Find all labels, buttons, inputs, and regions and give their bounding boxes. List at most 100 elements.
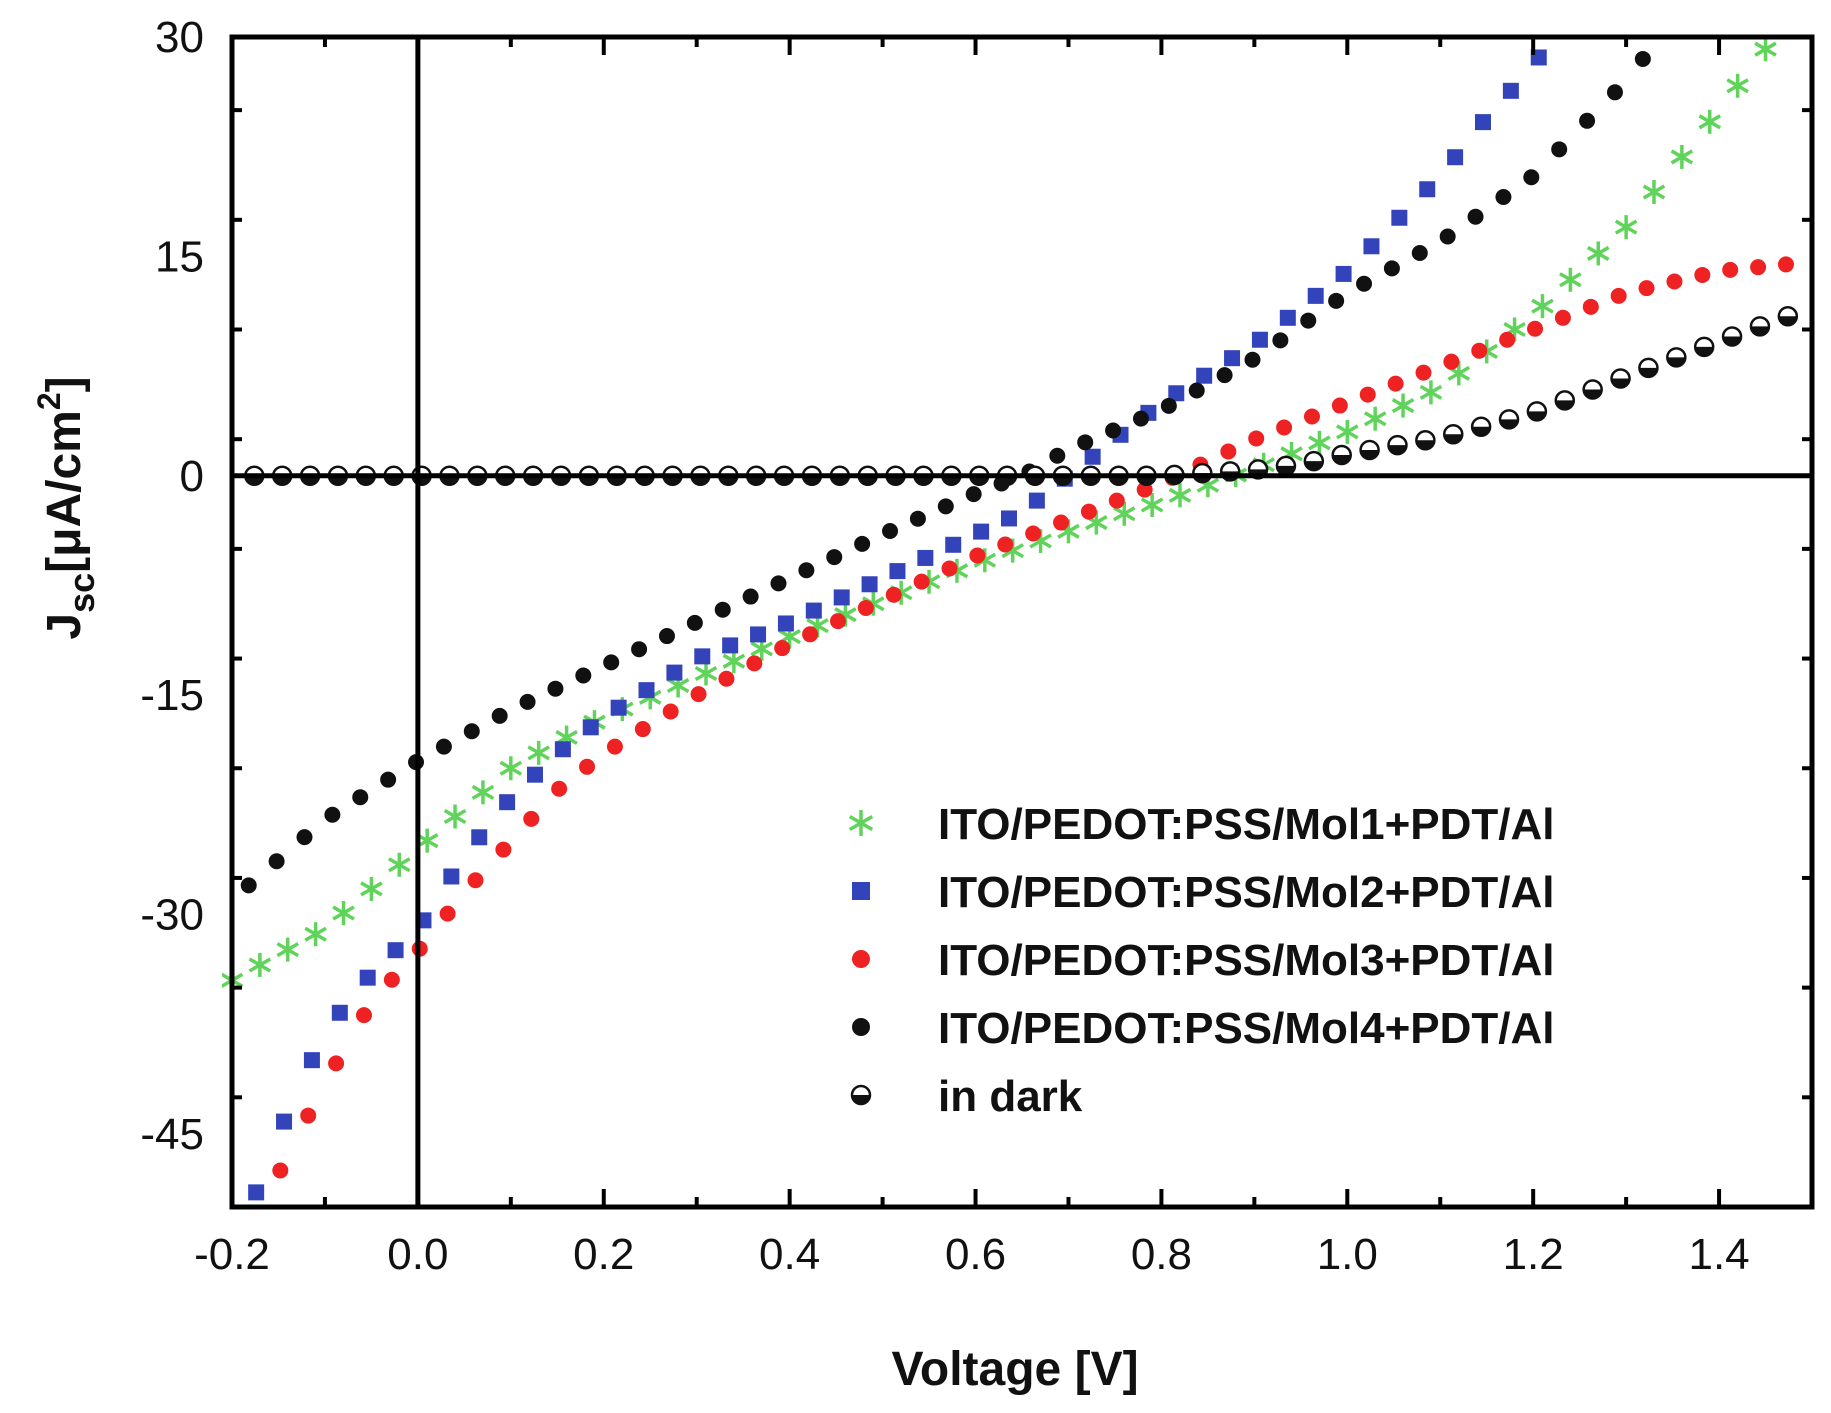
data-point bbox=[1610, 287, 1627, 304]
data-point bbox=[833, 589, 850, 606]
half-circle-fill bbox=[1304, 461, 1323, 471]
y-tick-label: -30 bbox=[140, 891, 204, 940]
data-point bbox=[1523, 169, 1540, 186]
star-stroke bbox=[471, 784, 495, 800]
data-point bbox=[575, 667, 592, 684]
data-point bbox=[1777, 256, 1794, 273]
legend-label: ITO/PEDOT:PSS/Mol2+PDT/Al bbox=[938, 868, 1555, 917]
data-point bbox=[861, 576, 878, 593]
star-stroke bbox=[694, 665, 718, 681]
star-stroke bbox=[1280, 446, 1303, 462]
data-point bbox=[1586, 241, 1610, 266]
legend-marker bbox=[852, 882, 870, 900]
data-point bbox=[1722, 261, 1739, 278]
data-point bbox=[694, 648, 711, 665]
data-point bbox=[694, 661, 718, 686]
data-point bbox=[1084, 448, 1101, 465]
legend-marker bbox=[848, 810, 874, 836]
half-circle-fill bbox=[1500, 419, 1519, 429]
star-stroke bbox=[778, 629, 801, 645]
data-point bbox=[658, 628, 675, 645]
data-point bbox=[1634, 50, 1651, 67]
half-circle-fill bbox=[852, 1095, 870, 1104]
data-point bbox=[603, 654, 620, 671]
y-axis-title-unit: [μA/cm bbox=[38, 410, 91, 573]
star-stroke bbox=[722, 653, 746, 669]
legend: ITO/PEDOT:PSS/Mol1+PDT/Al ITO/PEDOT:PSS/M… bbox=[848, 800, 1555, 1121]
data-point bbox=[1220, 443, 1237, 460]
data-point bbox=[1303, 450, 1325, 472]
data-point bbox=[435, 738, 452, 755]
data-point bbox=[355, 1007, 372, 1024]
data-point bbox=[606, 738, 623, 755]
half-circle-fill bbox=[1555, 400, 1574, 410]
data-point bbox=[746, 655, 763, 672]
data-point bbox=[1531, 294, 1554, 319]
data-point bbox=[1196, 367, 1213, 384]
data-point bbox=[1359, 439, 1380, 461]
data-point bbox=[471, 829, 488, 846]
data-point bbox=[722, 637, 739, 654]
data-point bbox=[1140, 493, 1164, 517]
data-point bbox=[380, 771, 397, 788]
data-point bbox=[1391, 209, 1408, 226]
data-point bbox=[1363, 406, 1387, 431]
data-point bbox=[714, 601, 731, 618]
data-point bbox=[1474, 114, 1491, 131]
star-stroke bbox=[443, 808, 467, 825]
data-point bbox=[1328, 292, 1345, 309]
data-point bbox=[1028, 492, 1045, 509]
data-point bbox=[1132, 410, 1149, 427]
data-point bbox=[1419, 181, 1436, 198]
data-point bbox=[1610, 368, 1631, 389]
legend-marker bbox=[852, 1018, 870, 1036]
data-point bbox=[328, 1055, 345, 1072]
star-stroke bbox=[332, 905, 355, 921]
data-point bbox=[1279, 309, 1296, 326]
data-point bbox=[1750, 259, 1767, 276]
data-point bbox=[805, 602, 822, 619]
data-point bbox=[1168, 385, 1185, 402]
data-point bbox=[742, 588, 759, 605]
data-point bbox=[638, 682, 655, 699]
data-point bbox=[1077, 434, 1094, 451]
data-point bbox=[1411, 245, 1428, 262]
half-circle-fill bbox=[1611, 378, 1630, 388]
data-point bbox=[523, 810, 540, 827]
data-point bbox=[331, 1004, 348, 1021]
star-stroke bbox=[1614, 219, 1638, 235]
data-point bbox=[248, 952, 272, 977]
data-point bbox=[1495, 188, 1512, 205]
data-point bbox=[1698, 109, 1722, 134]
data-point bbox=[526, 766, 543, 783]
data-point bbox=[1160, 397, 1177, 414]
data-point bbox=[777, 615, 794, 632]
star-stroke bbox=[1698, 114, 1722, 130]
half-circle-fill bbox=[1472, 426, 1491, 436]
data-point bbox=[1470, 416, 1492, 438]
data-point bbox=[610, 699, 627, 716]
y-axis-title-subscript: sc bbox=[61, 573, 102, 613]
x-tick-label: -0.2 bbox=[194, 1230, 270, 1279]
data-point bbox=[491, 707, 508, 724]
data-point bbox=[1666, 273, 1683, 290]
data-point bbox=[463, 723, 480, 740]
data-point bbox=[774, 640, 791, 657]
star-stroke bbox=[1168, 487, 1192, 503]
data-point bbox=[1053, 514, 1070, 531]
data-point bbox=[1112, 501, 1136, 526]
star-stroke bbox=[1670, 149, 1694, 165]
star-stroke bbox=[304, 926, 327, 942]
data-point bbox=[770, 575, 787, 592]
data-point bbox=[383, 971, 400, 988]
data-point bbox=[360, 876, 383, 901]
series-mol3 bbox=[272, 256, 1794, 1179]
data-point bbox=[276, 1113, 293, 1130]
data-point bbox=[499, 756, 523, 781]
y-tick-label: -15 bbox=[140, 671, 204, 720]
data-point bbox=[499, 794, 516, 811]
data-point bbox=[554, 741, 571, 758]
data-point bbox=[1108, 492, 1125, 509]
data-point bbox=[1168, 483, 1192, 508]
